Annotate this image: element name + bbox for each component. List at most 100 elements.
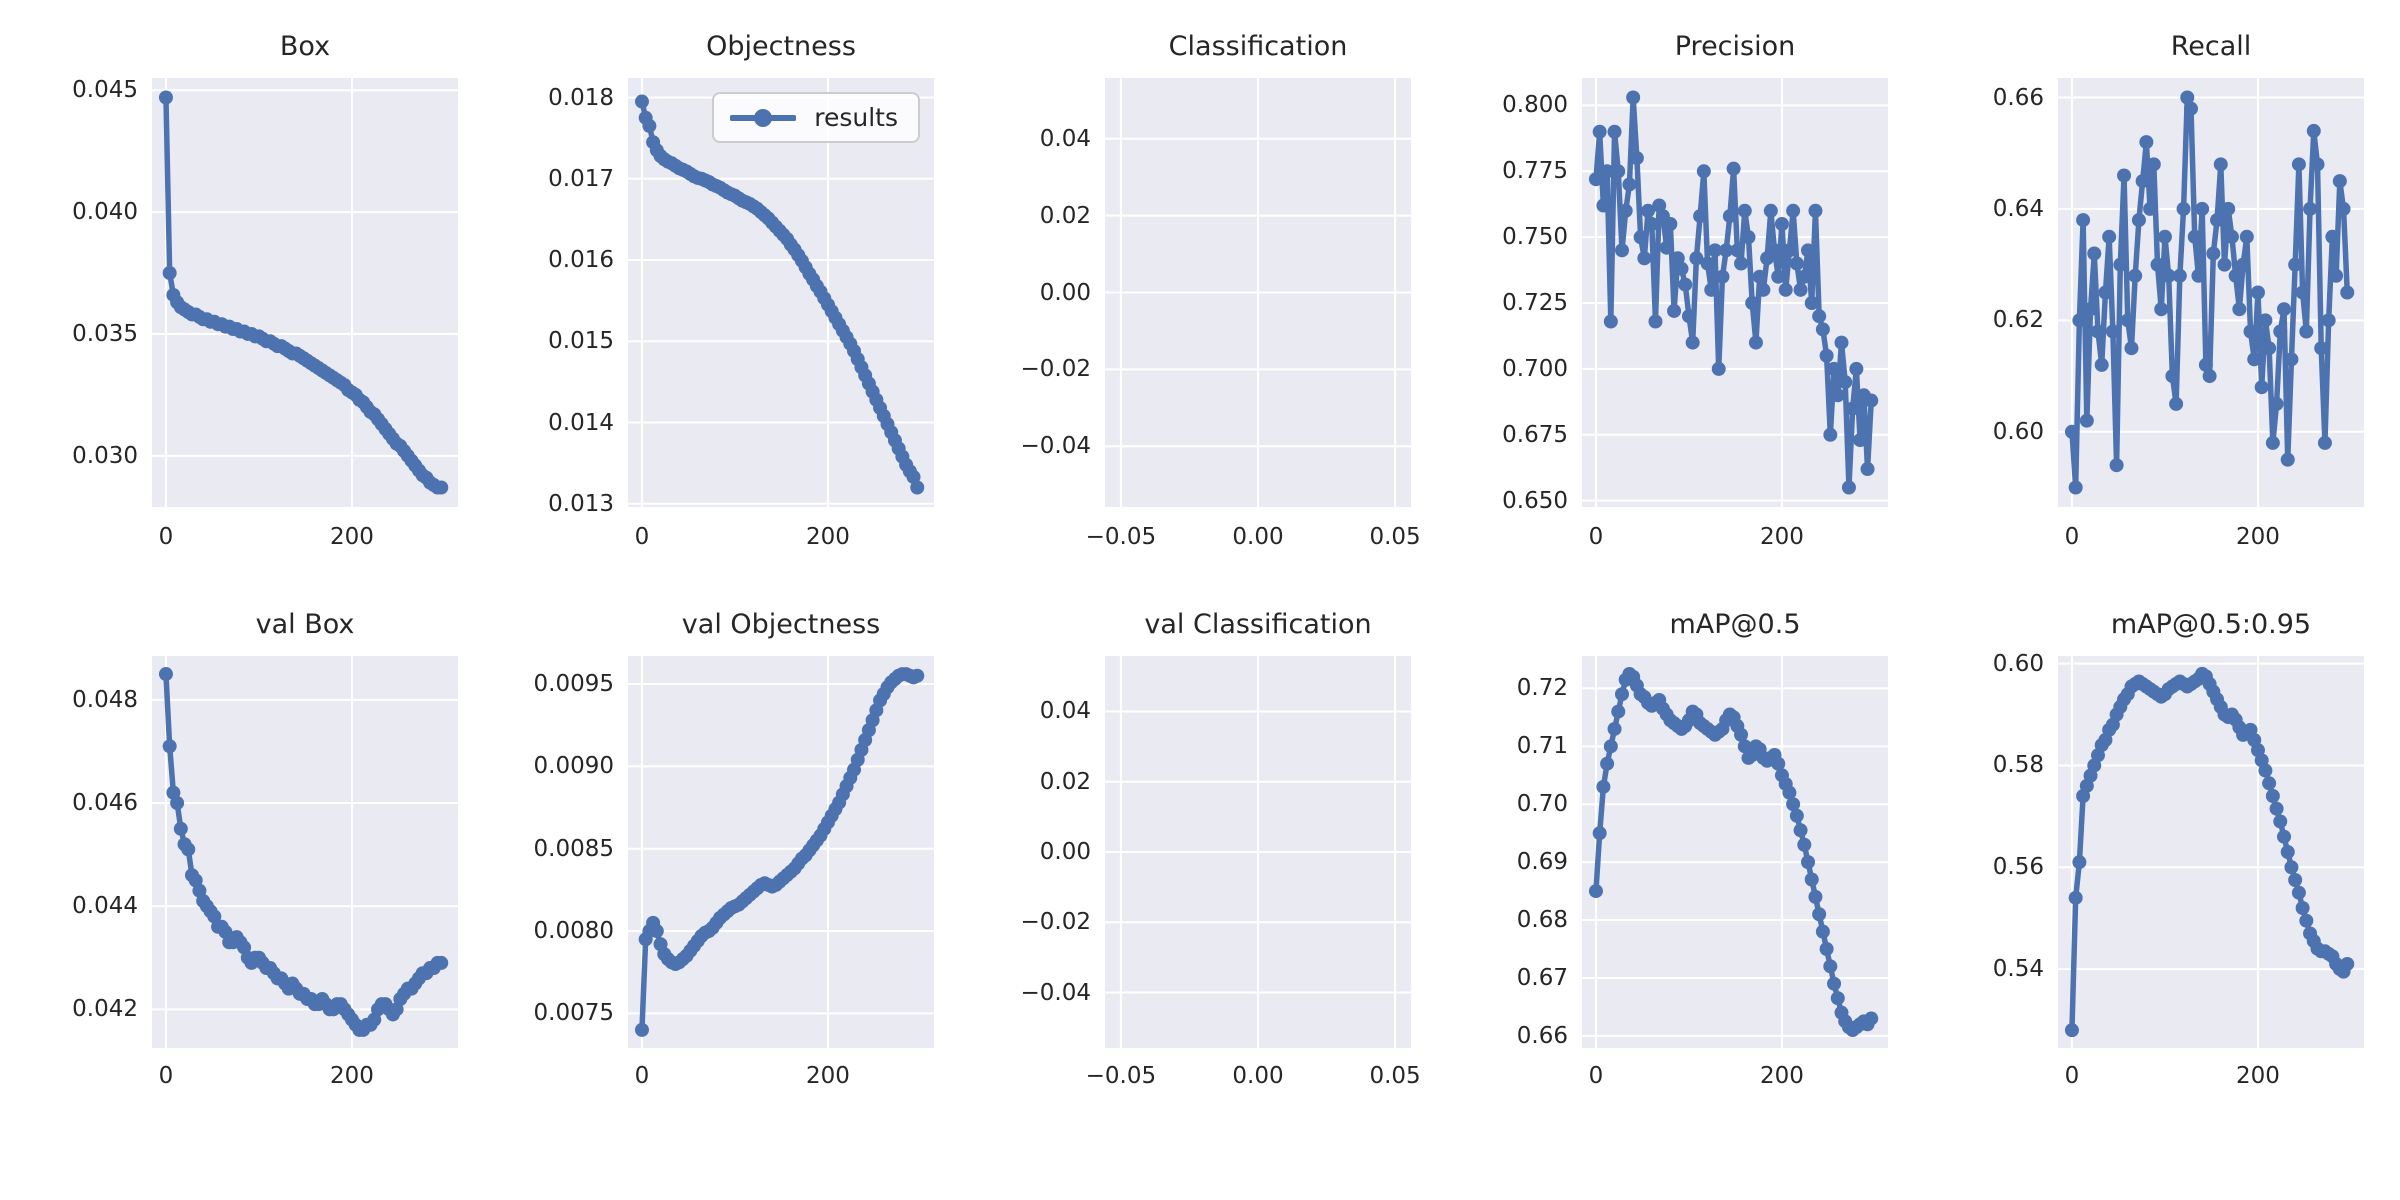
x-tick-label: 0	[158, 524, 174, 550]
y-tick-label: 0.66	[1516, 1022, 1568, 1049]
data-point-marker	[1600, 756, 1615, 771]
data-point-marker	[1830, 388, 1845, 403]
data-point-marker	[1823, 427, 1838, 442]
data-point-marker	[2161, 268, 2176, 283]
data-point-marker	[1588, 884, 1603, 899]
data-point-marker	[1819, 941, 1834, 956]
data-point-marker	[1860, 462, 1875, 477]
data-point-marker	[2280, 845, 2295, 859]
data-point-marker	[1774, 216, 1789, 231]
data-point-marker	[1808, 203, 1823, 218]
data-point-marker	[1830, 991, 1845, 1006]
y-tick-label: 0.70	[1516, 791, 1568, 818]
data-point-marker	[1592, 124, 1607, 139]
data-point-marker	[1603, 739, 1618, 754]
y-tick-label: 0.54	[1992, 956, 2044, 983]
data-point-marker	[2299, 324, 2314, 339]
y-tick-label: 0.016	[548, 247, 614, 273]
data-point-marker	[2221, 201, 2236, 216]
data-point-marker	[1648, 314, 1663, 329]
y-tick-label: 0.015	[548, 328, 614, 355]
data-point-marker	[2217, 257, 2232, 272]
y-tick-label: 0.72	[1516, 675, 1568, 702]
data-point-marker	[2277, 829, 2292, 844]
data-point-marker	[1644, 216, 1659, 231]
data-point-marker	[1700, 256, 1715, 271]
data-point-marker	[2098, 285, 2113, 300]
data-point-marker	[1693, 209, 1708, 224]
data-point-marker	[2317, 435, 2332, 450]
data-point-marker	[1670, 251, 1685, 266]
y-tick-label: 0.69	[1516, 849, 1568, 876]
data-point-marker	[434, 955, 449, 970]
data-point-marker	[2303, 201, 2318, 216]
data-point-marker	[2195, 201, 2210, 216]
data-point-marker	[2340, 285, 2355, 300]
data-point-marker	[2072, 313, 2087, 328]
data-point-marker	[2087, 246, 2102, 261]
data-point-marker	[2265, 435, 2280, 450]
y-tick-label: 0.800	[1502, 92, 1568, 119]
data-point-marker	[2202, 369, 2217, 384]
data-point-marker	[1778, 282, 1793, 297]
x-tick-label: 200	[1760, 524, 1804, 550]
data-point-marker	[162, 739, 177, 754]
data-point-marker	[2150, 257, 2165, 272]
x-tick-label: 200	[330, 1063, 374, 1089]
data-point-marker	[2228, 268, 2243, 283]
y-tick-label: 0.013	[548, 490, 614, 517]
plot-area-val-classification	[1105, 656, 1411, 1048]
data-point-marker	[2128, 268, 2143, 283]
data-point-marker	[2165, 369, 2180, 384]
x-tick-label: 0	[1588, 1063, 1604, 1089]
data-point-marker	[2284, 352, 2299, 367]
data-point-marker	[2299, 913, 2314, 928]
data-point-marker	[2180, 90, 2195, 105]
y-tick-label: 0.02	[1039, 768, 1091, 795]
legend-box: results	[712, 92, 920, 143]
data-point-marker	[1674, 261, 1689, 276]
data-point-marker	[1804, 872, 1819, 887]
data-point-marker	[2224, 229, 2239, 244]
data-point-marker	[181, 842, 196, 857]
y-tick-label: 0.018	[548, 84, 614, 111]
data-point-marker	[1827, 976, 1842, 991]
y-tick-label: −0.02	[1020, 909, 1091, 936]
data-point-marker	[1641, 203, 1656, 218]
data-point-marker	[2280, 452, 2295, 467]
data-point-marker	[2247, 352, 2262, 367]
data-point-marker	[1815, 924, 1830, 939]
data-point-marker	[2329, 268, 2344, 283]
data-point-marker	[1622, 177, 1637, 192]
data-point-marker	[1629, 151, 1644, 166]
data-point-marker	[2310, 157, 2325, 172]
plot-area-objectness	[628, 78, 934, 507]
data-point-marker	[2064, 1023, 2079, 1038]
data-point-marker	[1600, 164, 1615, 179]
data-point-marker	[1763, 203, 1778, 218]
legend-label: results	[814, 103, 898, 132]
data-point-marker	[2191, 268, 2206, 283]
y-tick-label: 0.0085	[533, 835, 614, 862]
data-point-marker	[1793, 282, 1808, 297]
x-tick-label: 200	[1760, 1063, 1804, 1089]
data-point-marker	[2243, 324, 2258, 339]
chart-title-recall: Recall	[2170, 31, 2252, 62]
y-tick-label: 0.0095	[533, 671, 614, 697]
plot-area-map-0-5-0-95	[2058, 656, 2364, 1048]
data-point-marker	[2083, 302, 2098, 317]
data-point-marker	[1611, 164, 1626, 179]
data-point-marker	[2332, 174, 2347, 189]
chart-title-map-0-5: mAP@0.5	[1669, 609, 1801, 640]
data-point-marker	[1756, 282, 1771, 297]
data-point-marker	[2157, 229, 2172, 244]
y-tick-label: −0.04	[1020, 433, 1091, 460]
data-point-marker	[2094, 357, 2109, 372]
data-point-marker	[162, 266, 177, 280]
x-tick-label: 0.00	[1232, 524, 1284, 550]
x-tick-label: −0.05	[1085, 524, 1157, 550]
data-point-marker	[1819, 348, 1834, 363]
data-point-marker	[1812, 309, 1827, 324]
data-point-marker	[1603, 314, 1618, 329]
data-point-marker	[1745, 296, 1760, 311]
